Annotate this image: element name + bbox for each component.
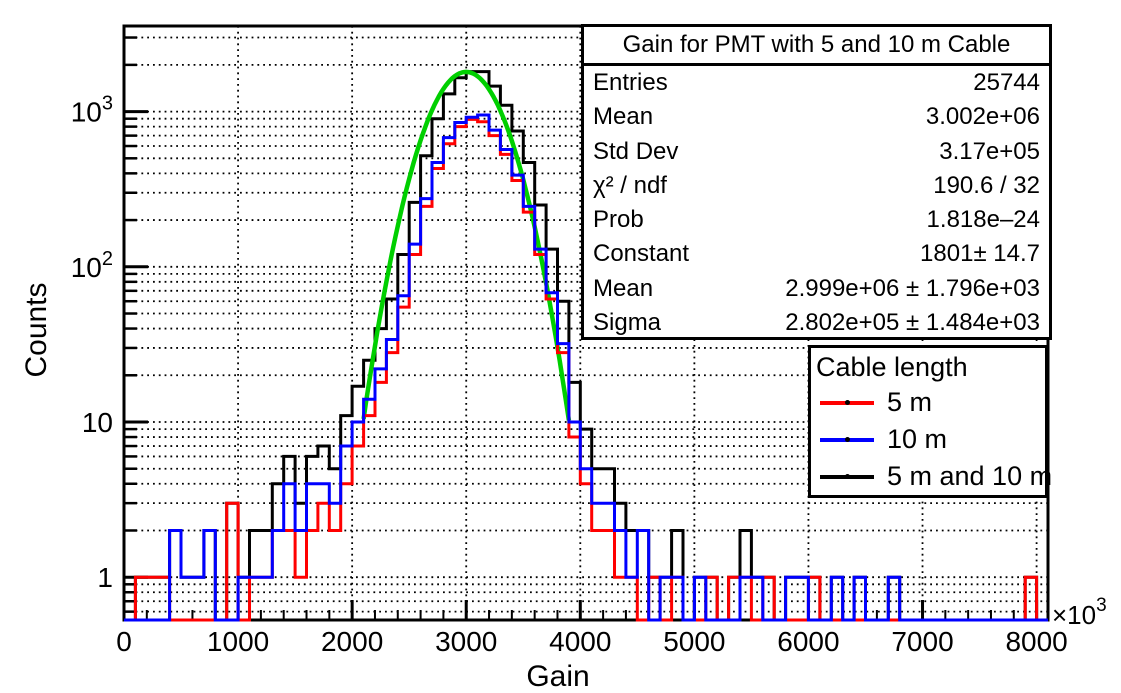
series-10m <box>124 113 1048 622</box>
stats-row-label: Mean <box>593 103 654 131</box>
legend-marker-dot <box>844 437 850 442</box>
x-tick-label: 1000 <box>207 626 269 657</box>
legend-line-sample <box>820 437 874 442</box>
legend-entries: 5 m 10 m 5 m and 10 m <box>811 384 1052 495</box>
legend: Cable length 5 m 10 m 5 m and 10 m <box>808 345 1052 498</box>
y-tick-label: 102 <box>71 248 113 283</box>
legend-entry-label: 10 m <box>887 424 948 454</box>
legend-entry-label: 5 m <box>887 387 933 417</box>
legend-marker-dot <box>844 400 850 405</box>
x-axis-multiplier: ×103 <box>1052 595 1107 630</box>
stats-row-value: 2.802e+05 ± 1.484e+03 <box>785 308 1040 336</box>
stats-row-label: Constant <box>593 240 690 268</box>
legend-marker-dot <box>844 474 850 479</box>
y-tick-label: 1 <box>97 562 113 593</box>
stats-row-value: 2.999e+06 ± 1.796e+03 <box>785 274 1040 302</box>
stats-row: Mean 2.999e+06 ± 1.796e+03 <box>584 275 1049 303</box>
stats-row-label: Std Dev <box>593 137 679 165</box>
legend-entry: 5 m and 10 m <box>811 458 1052 495</box>
stats-rows: Entries 25744 Mean 3.002e+06 Std Dev 3.17e+05… <box>584 66 1049 340</box>
stats-row-label: χ² / ndf <box>593 171 667 199</box>
stats-row: Constant 1801± 14.7 <box>584 240 1049 268</box>
x-tick-label: 6000 <box>777 626 839 657</box>
x-tick-label: 0 <box>116 626 132 657</box>
stats-row-label: Mean <box>593 274 654 302</box>
stats-row-value: 190.6 / 32 <box>933 171 1040 199</box>
stats-row: χ² / ndf 190.6 / 32 <box>584 172 1049 200</box>
stats-row: Mean 3.002e+06 <box>584 103 1049 131</box>
y-axis-title: Counts <box>20 282 53 377</box>
stats-box: Gain for PMT with 5 and 10 m Cable Entri… <box>581 24 1052 340</box>
legend-line-sample <box>820 400 874 405</box>
stats-row: Prob 1.818e–24 <box>584 206 1049 234</box>
stats-row: Sigma 2.802e+05 ± 1.484e+03 <box>584 309 1049 337</box>
legend-entry: 5 m <box>811 384 1045 421</box>
stats-row-value: 1.818e–24 <box>926 206 1040 234</box>
x-tick-label: 3000 <box>435 626 497 657</box>
legend-entry-label: 5 m and 10 m <box>887 461 1053 491</box>
stats-row-value: 3.002e+06 <box>925 103 1040 131</box>
x-tick-label: 8000 <box>1005 626 1067 657</box>
stats-row: Std Dev 3.17e+05 <box>584 138 1049 166</box>
legend-line-sample <box>820 474 874 479</box>
x-tick-label: 2000 <box>321 626 383 657</box>
stats-row-value: 1801± 14.7 <box>920 240 1040 268</box>
legend-entry: 10 m <box>811 421 1045 458</box>
stats-row-value: 3.17e+05 <box>939 137 1040 165</box>
stats-row-label: Prob <box>593 206 644 234</box>
stats-box-title: Gain for PMT with 5 and 10 m Cable <box>584 27 1049 66</box>
x-tick-label: 5000 <box>663 626 725 657</box>
x-tick-label: 7000 <box>891 626 953 657</box>
legend-title: Cable length <box>816 352 968 382</box>
x-axis-title: Gain <box>526 660 589 693</box>
stats-row: Entries 25744 <box>584 69 1049 97</box>
stats-row-label: Sigma <box>593 308 662 336</box>
stats-row-label: Entries <box>593 69 668 97</box>
x-tick-label: 4000 <box>549 626 611 657</box>
y-tick-label: 103 <box>71 93 113 128</box>
y-tick-label: 10 <box>82 407 113 438</box>
stats-row-value: 25744 <box>973 69 1040 97</box>
